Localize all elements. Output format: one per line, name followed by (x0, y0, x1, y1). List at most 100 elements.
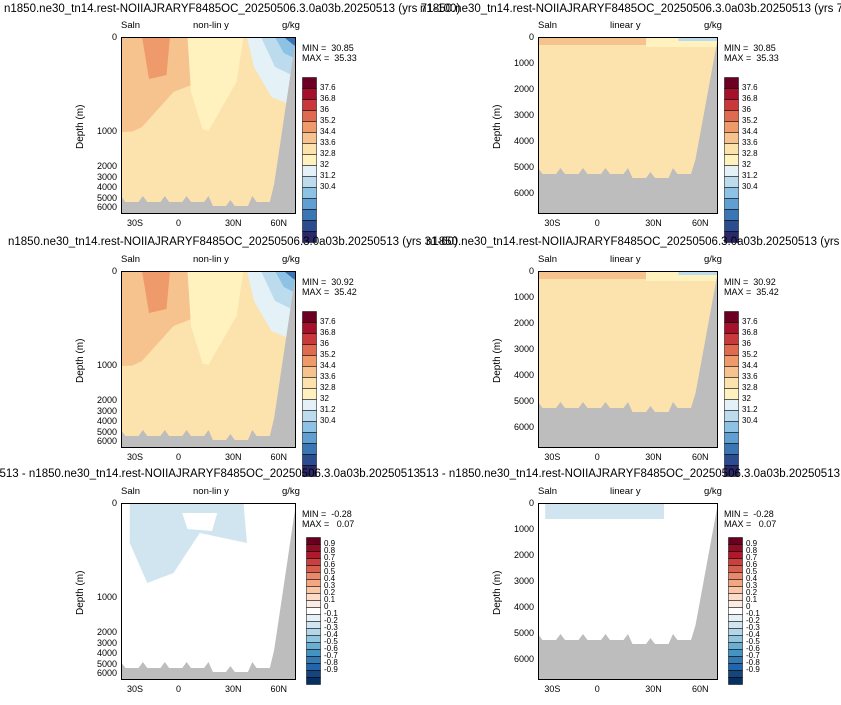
y-tick-label: 2000 (513, 84, 534, 95)
colorbar-swatch (728, 593, 743, 601)
colorbar-label: 0.4 (746, 574, 758, 583)
colorbar-swatch (302, 121, 317, 133)
x-tick-label: 60N (692, 218, 709, 228)
x-tick-label: 60N (270, 452, 288, 462)
colorbar-label: 37.6 (320, 317, 336, 326)
fresh-core-2 (283, 271, 296, 281)
y-tick-label: 2000 (513, 318, 534, 329)
colorbar-swatch (724, 88, 739, 100)
y-tick-label: 2000 (96, 161, 117, 172)
colorbar-swatch (306, 649, 321, 657)
colorbar-swatch (302, 99, 317, 111)
y-tick-label: 3000 (96, 637, 117, 648)
colorbar-swatch (728, 628, 743, 636)
y-tick-label: 3000 (513, 344, 534, 355)
colorbar-swatch (302, 143, 317, 155)
colorbar-swatch (302, 421, 317, 433)
colorbar-label: 31.2 (742, 171, 758, 180)
colorbar-swatch (306, 537, 321, 545)
colorbar-swatch (728, 579, 743, 587)
colorbar-swatch (724, 465, 739, 477)
x-tick-label: 0 (594, 218, 600, 228)
field-label: Saln (121, 486, 141, 497)
colorbar-label: 36.8 (320, 94, 336, 103)
colorbar-swatch (302, 465, 317, 477)
x-tick-label: 0 (176, 684, 182, 694)
y-axis-label: Depth (m) (492, 104, 503, 149)
colorbar-swatch (306, 572, 321, 580)
y-tick-label: 5000 (96, 193, 117, 204)
colorbar-swatch (724, 344, 739, 356)
y-tick-label: 6000 (513, 188, 534, 199)
colorbar-swatch (724, 77, 739, 89)
colorbar-label: 35.2 (320, 116, 336, 125)
y-tick-label: 1000 (96, 359, 117, 370)
section-plot (538, 37, 718, 214)
y-axis-label: Depth (m) (75, 570, 86, 615)
y-tick-label: 1000 (513, 292, 534, 303)
fresh-surface (646, 271, 718, 281)
salty-core (142, 271, 170, 313)
colorbar-label: 31.2 (320, 171, 336, 180)
colorbar-swatch (728, 551, 743, 559)
x-tick-label: 0 (176, 218, 182, 228)
field-label: Saln (538, 20, 558, 31)
colorbar-swatch (302, 77, 317, 89)
y-tick-label: 6000 (513, 654, 534, 665)
x-tick-label: 60N (270, 684, 288, 694)
unit-label: g/kg (282, 254, 300, 265)
colorbar-swatch (306, 628, 321, 636)
colorbar-swatch (724, 121, 739, 133)
colorbar-swatch (302, 198, 317, 210)
fresh-tongue (187, 37, 244, 137)
fresh-core-2 (283, 37, 296, 47)
colorbar-label: 0.2 (746, 588, 758, 597)
colorbar-swatch (306, 635, 321, 643)
colorbar-swatch (302, 88, 317, 100)
colorbar-swatch (306, 607, 321, 615)
colorbar-label: 37.6 (742, 83, 758, 92)
plot-frame (121, 271, 296, 448)
y-tick-label: 4000 (513, 136, 534, 147)
fresh-surface-2 (678, 37, 718, 41)
y-tick-label: 4000 (96, 648, 117, 659)
colorbar (302, 77, 317, 243)
min-value: MIN = 30.92 (302, 277, 354, 287)
colorbar-label: -0.1 (324, 609, 338, 618)
colorbar-label: 0.9 (324, 539, 336, 548)
y-tick-label: 1000 (513, 58, 534, 69)
min-value: MIN = 30.92 (724, 277, 776, 287)
y-tick-label: 3000 (513, 576, 534, 587)
colorbar-swatch (724, 399, 739, 411)
scale-label: linear y (610, 254, 641, 265)
colorbar-label: 36 (742, 105, 751, 114)
colorbar-swatch (728, 642, 743, 650)
colorbar-swatch (724, 432, 739, 444)
colorbar-swatch (302, 154, 317, 166)
colorbar-swatch (728, 677, 743, 685)
colorbar-swatch (302, 377, 317, 389)
colorbar-label: 33.6 (320, 138, 336, 147)
colorbar-swatch (724, 366, 739, 378)
colorbar-swatch (728, 565, 743, 573)
section-plot (121, 37, 296, 214)
fresh-tongue (187, 271, 244, 371)
colorbar-swatch (306, 558, 321, 566)
colorbar-swatch (728, 537, 743, 545)
colorbar-swatch (724, 187, 739, 199)
colorbar-swatch (724, 333, 739, 345)
colorbar-label: 0.4 (324, 574, 336, 583)
unit-label: g/kg (282, 486, 300, 497)
max-value: MAX = 35.42 (302, 287, 357, 297)
colorbar-label: 33.6 (320, 372, 336, 381)
colorbar-swatch (724, 209, 739, 221)
colorbar-swatch (302, 322, 317, 334)
colorbar-label: 0.8 (324, 546, 336, 555)
colorbar-label: 37.6 (742, 317, 758, 326)
panel-title: n1850.ne30_tn14.rest-NOIIAJRARYF8485OC_2… (0, 468, 420, 480)
field-label: Saln (538, 486, 558, 497)
colorbar-swatch (724, 322, 739, 334)
colorbar-label: 30.4 (320, 182, 336, 191)
colorbar-swatch (724, 454, 739, 466)
colorbar-swatch (306, 600, 321, 608)
